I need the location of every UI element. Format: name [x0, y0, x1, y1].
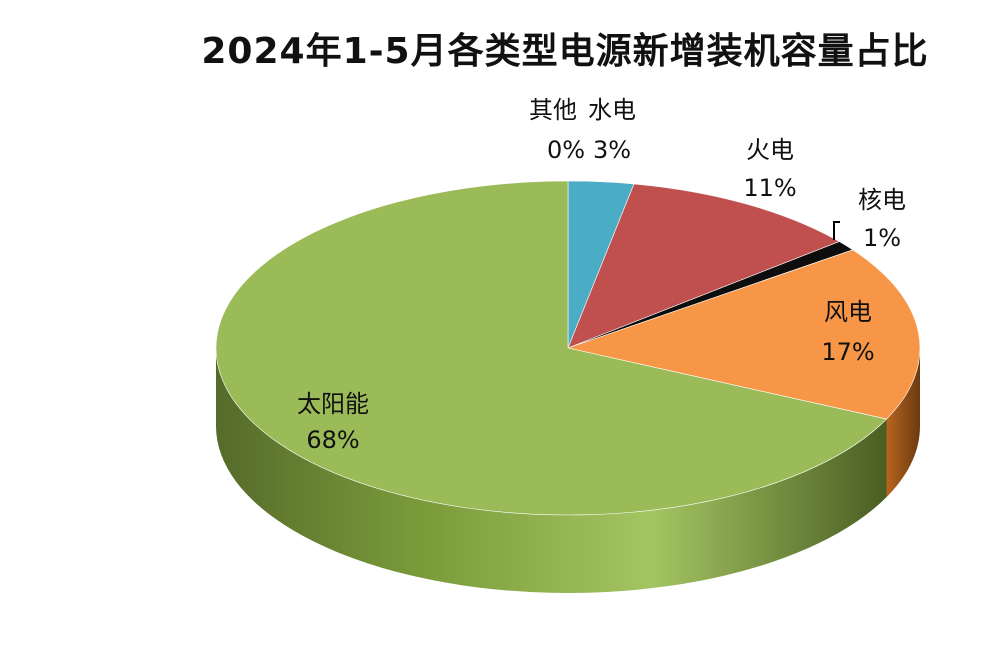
slice-4-name-label: 太阳能 [297, 390, 369, 418]
slice-3-value-label: 17% [821, 338, 874, 366]
slice-5-name-label: 其他 [529, 96, 577, 124]
slice-2-leader-line [833, 221, 840, 240]
slice-1-value-label: 11% [743, 174, 796, 202]
slice-3-name-label: 风电 [824, 298, 872, 326]
slice-1-name-label: 火电 [746, 136, 794, 164]
slice-4-top [215, 180, 888, 516]
slice-3-top [566, 249, 921, 420]
slice-0-name-label: 水电 [588, 96, 636, 124]
slice-4-value-label: 68% [306, 426, 359, 454]
slice-1-top [567, 183, 840, 349]
chart-title: 2024年1-5月各类型电源新增装机容量占比 [201, 31, 929, 72]
slice-4-side [216, 348, 887, 594]
slice-5-value-label: 0% [547, 136, 585, 164]
slice-2-value-label: 1% [863, 224, 901, 252]
slice-0-value-label: 3% [593, 136, 631, 164]
slice-2-name-label: 核电 [858, 186, 906, 214]
